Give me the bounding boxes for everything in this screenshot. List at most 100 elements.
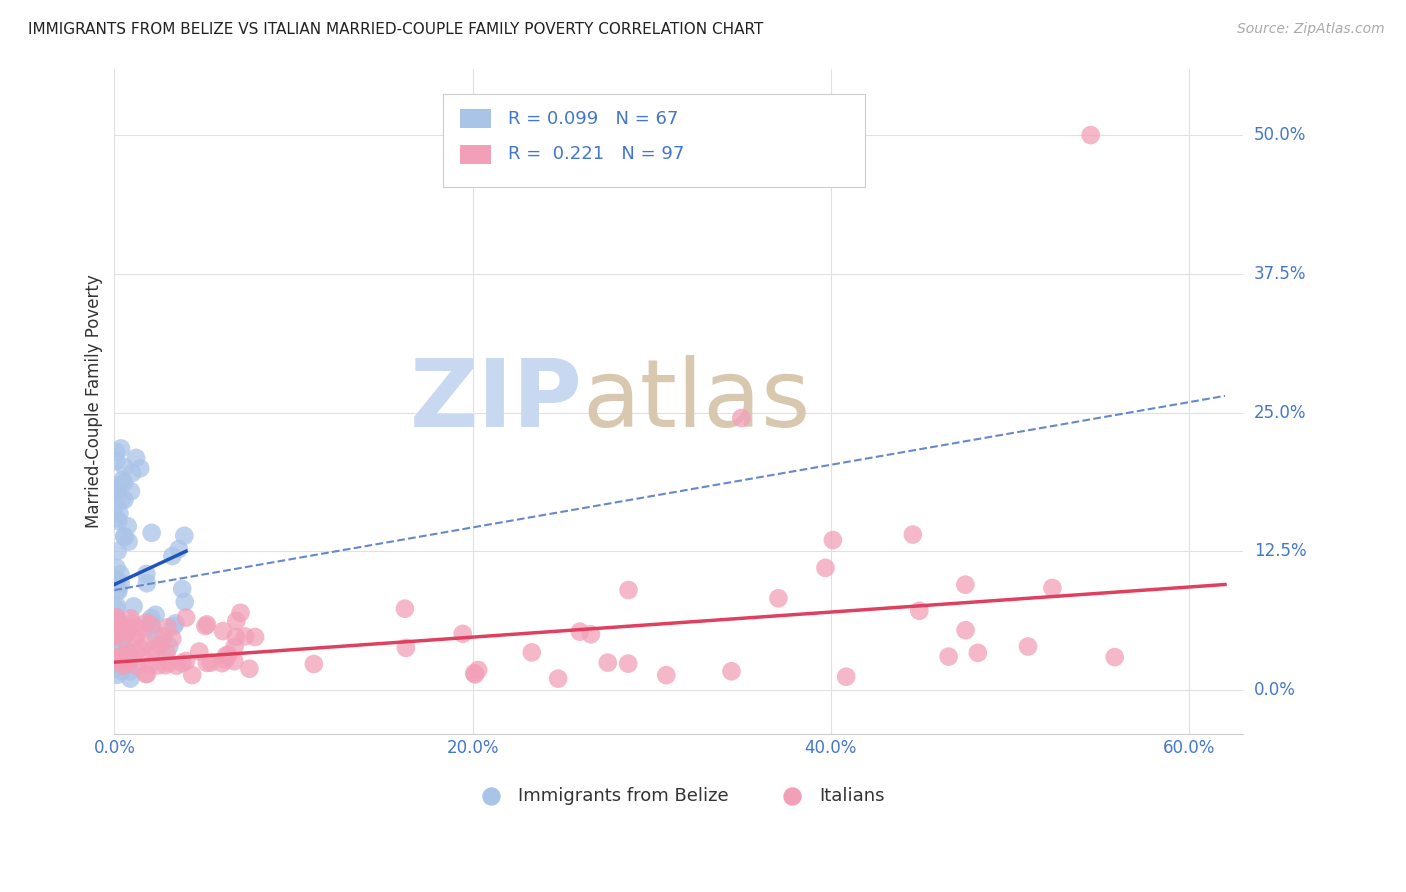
Point <box>107 584 129 599</box>
Point <box>1017 640 1039 654</box>
Point <box>111 473 134 487</box>
Point <box>111 637 134 651</box>
Point <box>105 643 128 657</box>
Point <box>105 601 128 615</box>
Point <box>835 670 858 684</box>
Point <box>105 445 128 459</box>
Point <box>821 533 844 548</box>
Text: 50.0%: 50.0% <box>1254 126 1306 145</box>
Point <box>143 628 166 642</box>
Point <box>155 658 177 673</box>
Point <box>139 658 162 673</box>
Point <box>162 549 184 563</box>
Point <box>156 620 179 634</box>
Point <box>105 574 128 588</box>
Point <box>188 644 211 658</box>
Point <box>117 519 139 533</box>
Point <box>108 506 131 520</box>
Point <box>108 624 131 638</box>
Point <box>955 624 977 638</box>
Point <box>110 567 132 582</box>
Point <box>141 525 163 540</box>
Point <box>547 672 569 686</box>
Point <box>139 618 162 632</box>
Point <box>114 655 136 669</box>
Point <box>125 450 148 465</box>
Point <box>105 573 128 587</box>
Point <box>115 644 138 658</box>
Point <box>129 461 152 475</box>
Y-axis label: Married-Couple Family Poverty: Married-Couple Family Poverty <box>86 275 103 528</box>
Point <box>172 582 194 596</box>
Point <box>118 657 141 672</box>
Point <box>105 624 128 638</box>
Point <box>1040 581 1063 595</box>
Point <box>111 492 134 507</box>
Point <box>966 646 988 660</box>
Point <box>579 627 602 641</box>
Point <box>135 667 157 681</box>
Point <box>181 668 204 682</box>
Point <box>105 561 128 575</box>
Point <box>814 561 837 575</box>
Point <box>135 576 157 591</box>
Point <box>105 668 128 682</box>
Point <box>117 655 139 669</box>
Point <box>111 620 134 634</box>
Point <box>451 627 474 641</box>
Point <box>141 611 163 625</box>
Point <box>112 659 135 673</box>
Text: atlas: atlas <box>582 355 811 448</box>
Point <box>120 484 142 499</box>
Point <box>105 497 128 511</box>
Point <box>112 648 135 663</box>
Point <box>200 656 222 670</box>
Point <box>617 582 640 597</box>
Point <box>568 624 591 639</box>
Point <box>105 624 128 639</box>
Point <box>105 574 128 588</box>
Point <box>955 577 977 591</box>
Point <box>129 641 152 656</box>
Point <box>194 619 217 633</box>
Point <box>135 566 157 581</box>
Point <box>120 611 142 625</box>
Point <box>166 658 188 673</box>
Point <box>115 657 138 672</box>
Text: IMMIGRANTS FROM BELIZE VS ITALIAN MARRIED-COUPLE FAMILY POVERTY CORRELATION CHAR: IMMIGRANTS FROM BELIZE VS ITALIAN MARRIE… <box>28 22 763 37</box>
Point <box>105 610 128 624</box>
Point <box>730 411 752 425</box>
Point <box>118 646 141 660</box>
Text: 25.0%: 25.0% <box>1254 403 1306 422</box>
Text: ZIP: ZIP <box>411 355 582 448</box>
Point <box>195 617 218 632</box>
Text: 12.5%: 12.5% <box>1254 542 1306 560</box>
Point <box>125 659 148 673</box>
Point <box>125 627 148 641</box>
Point <box>768 591 790 606</box>
Point <box>105 651 128 665</box>
Point <box>195 656 218 670</box>
Point <box>110 576 132 591</box>
Point <box>121 616 143 631</box>
Point <box>135 636 157 650</box>
Point <box>105 483 128 498</box>
Point <box>110 442 132 456</box>
Point <box>122 599 145 614</box>
Point <box>105 484 128 499</box>
Point <box>115 625 138 640</box>
Text: R = 0.099   N = 67: R = 0.099 N = 67 <box>508 110 678 128</box>
Point <box>114 492 136 507</box>
Point <box>156 646 179 660</box>
Point <box>217 648 239 662</box>
Point <box>214 653 236 667</box>
Point <box>105 630 128 644</box>
Point <box>162 632 184 646</box>
Point <box>901 527 924 541</box>
Point <box>167 541 190 556</box>
Point <box>173 529 195 543</box>
Point <box>212 624 235 638</box>
Point <box>107 478 129 492</box>
Point <box>110 656 132 670</box>
Point <box>172 656 194 670</box>
